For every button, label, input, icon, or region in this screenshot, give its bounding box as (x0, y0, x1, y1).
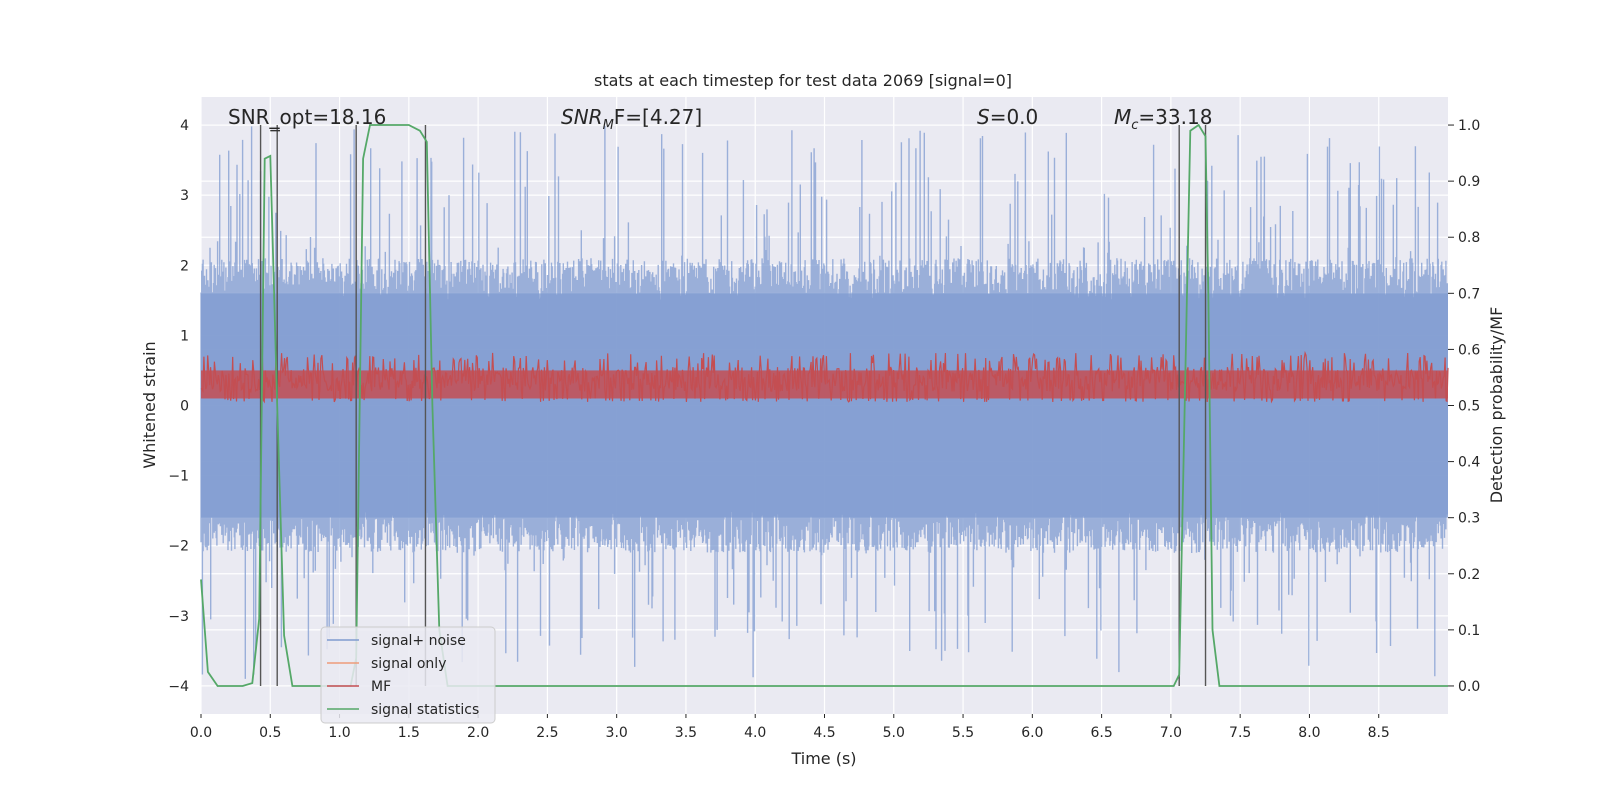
y-tick-label: 2 (180, 258, 189, 274)
x-tick-label: 7.5 (1229, 725, 1251, 741)
y-right-tick-label: 0.3 (1458, 511, 1480, 527)
y-axis-ticks: −4 −3 −2 −1 0 1 2 3 4 (168, 118, 189, 695)
legend: signal+ noise signal only MF signal stat… (320, 626, 496, 724)
annotation-snr-mf-sub: M (603, 118, 614, 133)
y-right-tick-label: 0.8 (1458, 230, 1480, 246)
x-tick-label: 1.5 (398, 725, 420, 741)
marker-lines (259, 125, 1207, 686)
x-axis-label: Time (s) (790, 749, 856, 768)
annotation-snr-mf-rest: F=[4.27] (614, 105, 702, 129)
x-tick-label: 1.0 (328, 725, 350, 741)
x-tick-label: 5.0 (883, 725, 905, 741)
annotation-s-label: S (977, 105, 990, 129)
y-tick-label: 0 (180, 399, 189, 415)
x-tick-label: 7.0 (1160, 725, 1182, 741)
x-tick-label: 8.0 (1298, 725, 1320, 741)
x-tick-label: 6.0 (1021, 725, 1043, 741)
y-right-tick-label: 0.7 (1458, 286, 1480, 302)
y-right-tick-label: 0.5 (1458, 399, 1480, 415)
x-tick-label: 4.5 (813, 725, 835, 741)
x-tick-label: 2.0 (467, 725, 489, 741)
x-tick-label: 4.0 (744, 725, 766, 741)
annotation-snr-mf: SNRMF=[4.27] (561, 105, 702, 133)
y-tick-label: −2 (168, 539, 189, 555)
y-right-tick-label: 1.0 (1458, 118, 1480, 134)
stat-series (200, 123, 1448, 687)
annotation-snr-mf-label: SNR (561, 105, 603, 129)
x-tick-label: 8.5 (1368, 725, 1390, 741)
annotation-s-rest: =0.0 (990, 105, 1039, 129)
annotation-mc-label: M (1114, 105, 1131, 129)
plot-area (200, 97, 1449, 714)
annotation-mc-sub: c (1131, 118, 1138, 133)
x-tick-label: 3.5 (675, 725, 697, 741)
mf-line (200, 350, 1449, 404)
y-right-axis-ticks: 0.0 0.1 0.2 0.3 0.4 0.5 0.6 0.7 0.8 0.9 1.0 (1448, 118, 1480, 695)
y-tick-label: 1 (180, 328, 189, 344)
y-tick-label: −1 (168, 469, 189, 485)
y-right-tick-label: 0.6 (1458, 342, 1480, 358)
y-tick-label: 3 (180, 188, 189, 204)
annotation-snr-opt: SNR_opt=18.16 (228, 105, 386, 129)
x-tick-label: 6.5 (1090, 725, 1112, 741)
annotation-s: S=0.0 (977, 105, 1038, 129)
x-tick-label: 0.0 (190, 725, 212, 741)
y-right-tick-label: 0.4 (1458, 455, 1480, 471)
y-right-tick-label: 0.1 (1458, 623, 1480, 639)
y-right-tick-label: 0.9 (1458, 174, 1480, 190)
y-tick-label: −4 (168, 679, 189, 695)
signal-statistics-line (200, 123, 1448, 687)
legend-box (320, 626, 496, 724)
annotation-mc-rest: =33.18 (1138, 105, 1212, 129)
y-right-tick-label: 0.0 (1458, 679, 1480, 695)
x-tick-label: 3.0 (606, 725, 628, 741)
legend-label-signal-statistics: signal statistics (371, 702, 479, 718)
y-tick-label: 4 (180, 118, 189, 134)
y-right-tick-label: 0.2 (1458, 567, 1480, 583)
legend-label-mf: MF (371, 679, 391, 695)
annotation-mc: Mc=33.18 (1114, 105, 1212, 133)
mf-series (200, 350, 1449, 404)
y-right-axis-label: Detection probability/MF (1487, 307, 1506, 504)
y-axis-label: Whitened strain (140, 341, 159, 468)
x-axis-ticks: 0.0 0.5 1.0 1.5 2.0 2.5 3.0 3.5 4.0 4.5 5.0 5.5 6.0 6… (190, 714, 1390, 741)
noise-series (200, 125, 1448, 679)
x-tick-label: 2.5 (536, 725, 558, 741)
legend-label-signal-only: signal only (371, 656, 446, 672)
x-tick-label: 5.5 (952, 725, 974, 741)
legend-label-noise: signal+ noise (371, 633, 466, 649)
chart-title: stats at each timestep for test data 206… (594, 71, 1012, 90)
x-tick-label: 0.5 (259, 725, 281, 741)
y-tick-label: −3 (168, 609, 189, 625)
